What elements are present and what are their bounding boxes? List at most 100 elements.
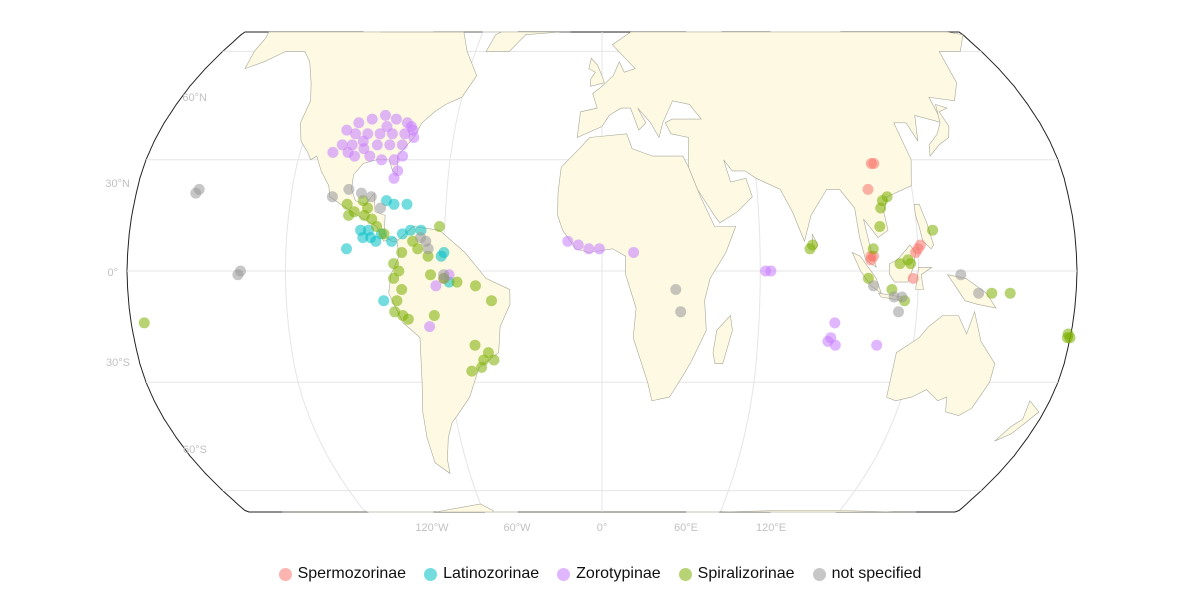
- land-new-guinea: [946, 274, 997, 309]
- point-zorotypinae: [424, 321, 436, 333]
- land-greenland: [483, 31, 571, 52]
- lon-label-0: 0°: [597, 522, 608, 534]
- point-latinozorinae: [396, 228, 408, 240]
- lon-label-60e: 60°E: [674, 522, 698, 534]
- point-not-specified: [422, 243, 434, 255]
- point-latinozorinae: [435, 250, 447, 262]
- point-spiralizorinae: [476, 361, 488, 373]
- point-spiralizorinae: [343, 209, 355, 221]
- point-spiralizorinae: [927, 224, 939, 236]
- lon-label-60w: 60°W: [503, 522, 531, 534]
- point-spiralizorinae: [488, 354, 500, 366]
- legend-item-spermozorinae: Spermozorinae: [278, 565, 407, 583]
- point-not-specified: [193, 183, 205, 195]
- point-spermozorinae: [910, 247, 922, 258]
- point-zorotypinae: [357, 135, 369, 147]
- point-spiralizorinae: [469, 339, 481, 351]
- point-spiralizorinae: [1004, 287, 1016, 299]
- point-spiralizorinae: [434, 221, 445, 232]
- point-spiralizorinae: [451, 276, 463, 288]
- point-spiralizorinae: [425, 269, 436, 281]
- point-spermozorinae: [907, 272, 919, 284]
- point-zorotypinae: [583, 243, 595, 255]
- point-zorotypinae: [829, 339, 841, 351]
- legend-label: Latinozorinae: [443, 565, 540, 582]
- point-spiralizorinae: [1061, 332, 1073, 344]
- lat-label-0: 0°: [107, 267, 118, 279]
- legend-label: Spermozorinae: [297, 565, 407, 582]
- point-zorotypinae: [408, 132, 420, 143]
- legend-key-spiralizorinae: [678, 567, 692, 581]
- point-not-specified: [365, 191, 377, 203]
- point-spiralizorinae: [807, 239, 818, 251]
- point-spermozorinae: [865, 158, 877, 169]
- point-spiralizorinae: [867, 243, 879, 255]
- legend-key-spermozorinae: [278, 567, 292, 581]
- point-spiralizorinae: [138, 317, 150, 329]
- legend: Spermozorinae Latinozorinae Zorotypinae …: [0, 562, 1200, 586]
- point-zorotypinae: [364, 150, 376, 162]
- point-spiralizorinae: [362, 202, 374, 214]
- point-zorotypinae: [390, 113, 402, 125]
- point-spiralizorinae: [486, 295, 497, 307]
- point-spiralizorinae: [905, 258, 917, 270]
- point-zorotypinae: [593, 243, 605, 255]
- landmasses: [244, 31, 1040, 513]
- point-zorotypinae: [388, 154, 400, 166]
- point-latinozorinae: [378, 295, 390, 307]
- point-not-specified: [438, 269, 450, 281]
- land-africa: [557, 133, 737, 402]
- lat-label-60n: 60°N: [182, 92, 207, 104]
- point-not-specified: [675, 306, 687, 318]
- point-zorotypinae: [381, 121, 393, 132]
- occurrence-points: [138, 109, 1076, 377]
- land-new-zealand: [994, 400, 1040, 442]
- point-not-specified: [893, 306, 904, 318]
- point-zorotypinae: [388, 172, 400, 184]
- point-spiralizorinae: [986, 287, 998, 299]
- point-zorotypinae: [374, 128, 386, 140]
- point-zorotypinae: [353, 117, 365, 129]
- legend-key-zorotypinae: [557, 567, 571, 581]
- point-zorotypinae: [396, 139, 408, 151]
- point-spiralizorinae: [894, 258, 906, 270]
- point-not-specified: [355, 187, 367, 199]
- land-sulawesi: [915, 267, 933, 290]
- point-not-specified: [235, 265, 246, 277]
- point-spiralizorinae: [875, 202, 887, 214]
- point-spiralizorinae: [396, 247, 408, 258]
- point-zorotypinae: [829, 317, 841, 329]
- land-australia: [886, 310, 996, 416]
- point-spiralizorinae: [881, 191, 893, 203]
- point-not-specified: [343, 183, 355, 195]
- point-not-specified: [888, 291, 900, 303]
- point-spiralizorinae: [412, 243, 424, 255]
- point-spiralizorinae: [466, 365, 478, 377]
- point-zorotypinae: [342, 146, 354, 158]
- point-zorotypinae: [336, 139, 348, 151]
- land-japan: [928, 103, 950, 157]
- point-zorotypinae: [871, 339, 883, 351]
- point-not-specified: [868, 280, 879, 292]
- point-spiralizorinae: [874, 221, 886, 232]
- point-not-specified: [955, 269, 967, 281]
- point-zorotypinae: [430, 280, 442, 292]
- point-zorotypinae: [366, 113, 378, 125]
- legend-item-not-specified: not specified: [812, 565, 921, 583]
- point-zorotypinae: [628, 247, 640, 258]
- legend-item-spiralizorinae: Spiralizorinae: [678, 565, 795, 583]
- lat-label-30s: 30°S: [106, 357, 130, 369]
- legend-item-latinozorinae: Latinozorinae: [424, 565, 539, 583]
- point-latinozorinae: [341, 243, 352, 255]
- point-zorotypinae: [384, 139, 396, 151]
- legend-key-latinozorinae: [424, 567, 438, 581]
- lon-label-120w: 120°W: [415, 522, 449, 534]
- point-latinozorinae: [355, 224, 367, 236]
- point-zorotypinae: [380, 109, 391, 121]
- point-not-specified: [896, 291, 908, 303]
- point-not-specified: [973, 287, 985, 299]
- point-latinozorinae: [388, 198, 400, 210]
- legend-label: Spiralizorinae: [697, 565, 795, 582]
- point-spiralizorinae: [470, 280, 481, 292]
